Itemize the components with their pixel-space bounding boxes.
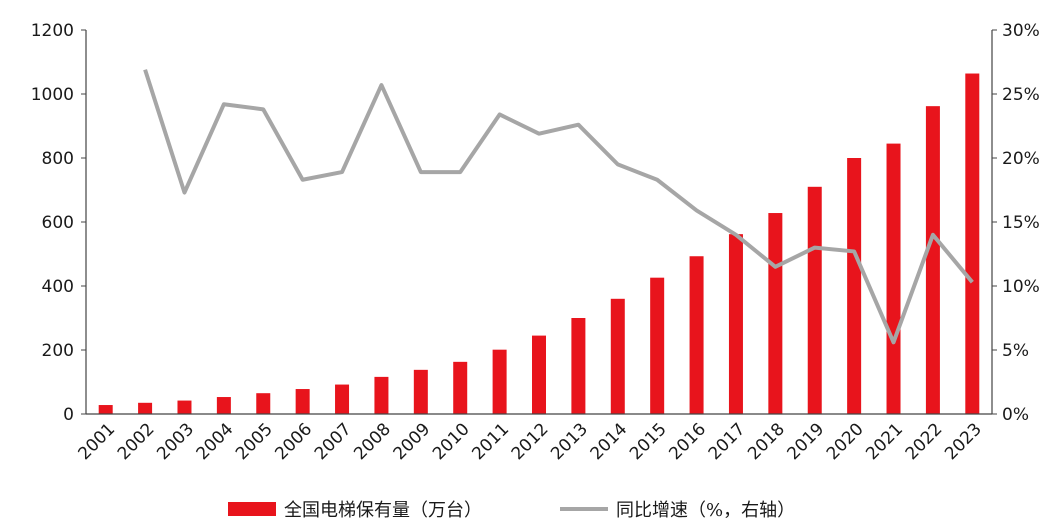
chart: 0 200 400 600 800 1000 1200 0% 5% 10% 15% 20% 25% 30… — [31, 21, 1040, 464]
x-tick-label: 2005 — [232, 419, 277, 464]
bar-2014 — [610, 298, 625, 414]
x-tick-label: 2004 — [193, 419, 238, 464]
x-tick-label: 2018 — [744, 419, 789, 464]
left-tick-label: 400 — [42, 277, 74, 297]
right-tick-label: 20% — [1002, 149, 1040, 169]
x-tick-label: 2006 — [271, 419, 316, 464]
right-tick-label: 0% — [1002, 405, 1029, 425]
bar-2020 — [847, 158, 862, 414]
x-tick-label: 2011 — [468, 419, 513, 464]
x-tick-label: 2001 — [74, 419, 119, 464]
bar-series — [98, 73, 980, 415]
x-tick-label: 2008 — [350, 419, 395, 464]
right-tick-label: 15% — [1002, 213, 1040, 233]
growth-line — [143, 69, 974, 345]
line-series — [143, 69, 974, 345]
bar-2002 — [138, 402, 153, 414]
x-tick-label: 2002 — [114, 419, 159, 464]
right-tick-label: 10% — [1002, 277, 1040, 297]
x-tick-label: 2015 — [626, 419, 671, 464]
bar-2012 — [532, 335, 546, 414]
x-tick-label: 2010 — [429, 419, 474, 464]
bar-2005 — [256, 393, 271, 414]
bar-2021 — [886, 143, 901, 414]
right-tick-label: 30% — [1002, 21, 1040, 41]
right-axis-ticks: 0% 5% 10% 15% 20% 25% 30% — [992, 21, 1040, 425]
right-tick-label: 25% — [1002, 85, 1040, 105]
x-tick-label: 2019 — [784, 419, 829, 464]
x-tick-label: 2013 — [547, 419, 592, 464]
bar-2018 — [768, 213, 783, 414]
left-tick-label: 0 — [63, 405, 74, 425]
x-tick-label: 2003 — [153, 419, 198, 464]
bar-2010 — [453, 361, 468, 414]
left-tick-label: 1000 — [31, 85, 74, 105]
x-tick-label: 2017 — [705, 419, 750, 464]
bar-2019 — [807, 186, 822, 414]
bar-2006 — [295, 389, 310, 414]
bar-2008 — [374, 376, 389, 414]
legend-item-bars: 全国电梯保有量（万台） — [228, 496, 482, 522]
bar-2023 — [965, 73, 980, 415]
left-tick-label: 1200 — [31, 21, 74, 41]
x-tick-label: 2014 — [587, 419, 632, 464]
legend-bar-swatch — [228, 502, 276, 516]
x-tick-label: 2022 — [902, 419, 947, 464]
left-axis-ticks: 0 200 400 600 800 1000 1200 — [31, 21, 86, 425]
bar-2015 — [650, 277, 665, 414]
x-tick-label: 2009 — [390, 419, 435, 464]
bar-2001 — [98, 405, 113, 414]
left-tick-label: 200 — [42, 341, 74, 361]
right-tick-label: 5% — [1002, 341, 1029, 361]
left-tick-label: 800 — [42, 149, 74, 169]
bar-2017 — [728, 234, 743, 414]
bar-2016 — [689, 256, 704, 414]
x-tick-label: 2016 — [665, 419, 710, 464]
x-tick-label: 2021 — [862, 419, 907, 464]
bar-2022 — [925, 106, 940, 414]
x-tick-label: 2007 — [311, 419, 356, 464]
bar-2009 — [413, 369, 428, 414]
left-tick-label: 600 — [42, 213, 74, 233]
legend-item-line: 同比增速（%，右轴） — [560, 496, 795, 522]
x-axis-ticks: 2001200220032004200520062007200820092010… — [74, 419, 985, 464]
legend-line-swatch — [560, 507, 608, 511]
bar-2003 — [177, 400, 192, 414]
legend-bar-label: 全国电梯保有量（万台） — [284, 500, 482, 521]
x-tick-label: 2012 — [508, 419, 553, 464]
x-tick-label: 2023 — [941, 419, 986, 464]
x-tick-label: 2020 — [823, 419, 868, 464]
bar-2013 — [571, 318, 586, 414]
bar-2007 — [335, 384, 350, 414]
legend-line-label: 同比增速（%，右轴） — [616, 500, 796, 521]
bar-2011 — [492, 349, 507, 414]
bar-2004 — [216, 397, 231, 414]
legend: 全国电梯保有量（万台） 同比增速（%，右轴） — [0, 496, 1058, 526]
